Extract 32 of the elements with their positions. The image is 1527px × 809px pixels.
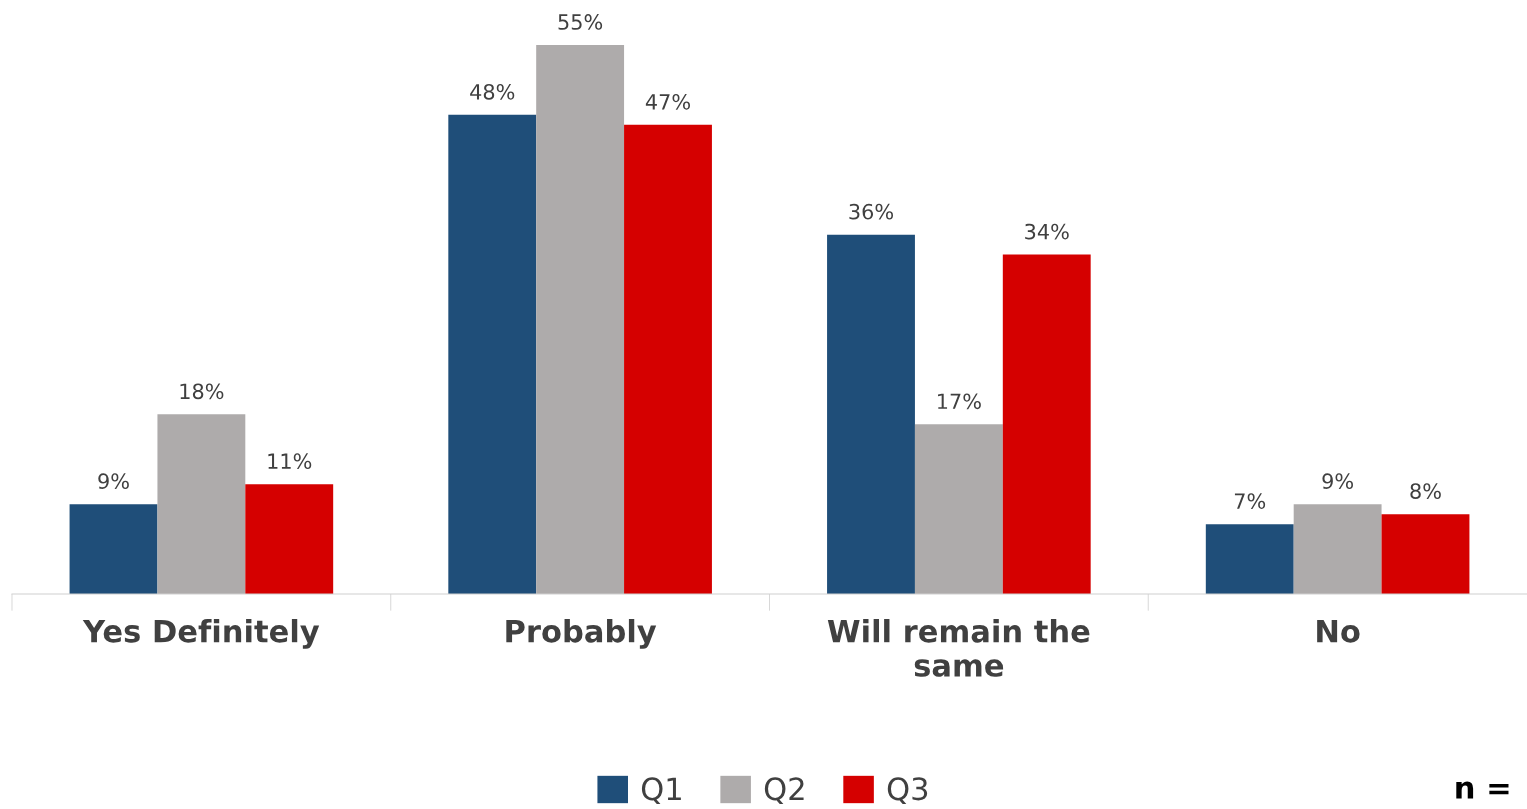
bar [536,45,625,594]
x-tick-label: No [1317,619,1360,643]
data-label: 7% [1234,493,1266,509]
data-label: 11% [268,453,312,470]
x-tick-label: Will remain the same [827,619,1090,677]
bar [157,414,246,594]
data-label: 8% [1410,483,1441,499]
data-label: 55% [558,14,603,30]
bar [1002,254,1091,594]
text: n = [1456,781,1509,799]
bar [245,484,334,594]
legend-label: Q3 [887,777,928,804]
data-label: 48% [470,83,515,100]
bar [69,504,158,594]
data-label: 34% [1025,223,1069,240]
legend-label: Q1 [641,777,681,804]
x-tick-label: Probably [506,619,657,649]
x-tick-label: Yes Definitely [82,619,320,649]
data-label: 18% [180,383,224,400]
data-label: 17% [938,393,981,410]
data-label: 9% [98,473,129,490]
data-label: 47% [645,93,690,110]
data-label: 9% [1322,473,1353,490]
bar [624,124,712,594]
bar [1381,514,1470,594]
bar [827,234,915,594]
legend-label: Q2 [764,777,804,804]
data-label: 36% [849,203,894,220]
bar [1293,504,1382,594]
bar [448,114,537,594]
bar [1205,524,1294,594]
bar [914,424,1003,594]
